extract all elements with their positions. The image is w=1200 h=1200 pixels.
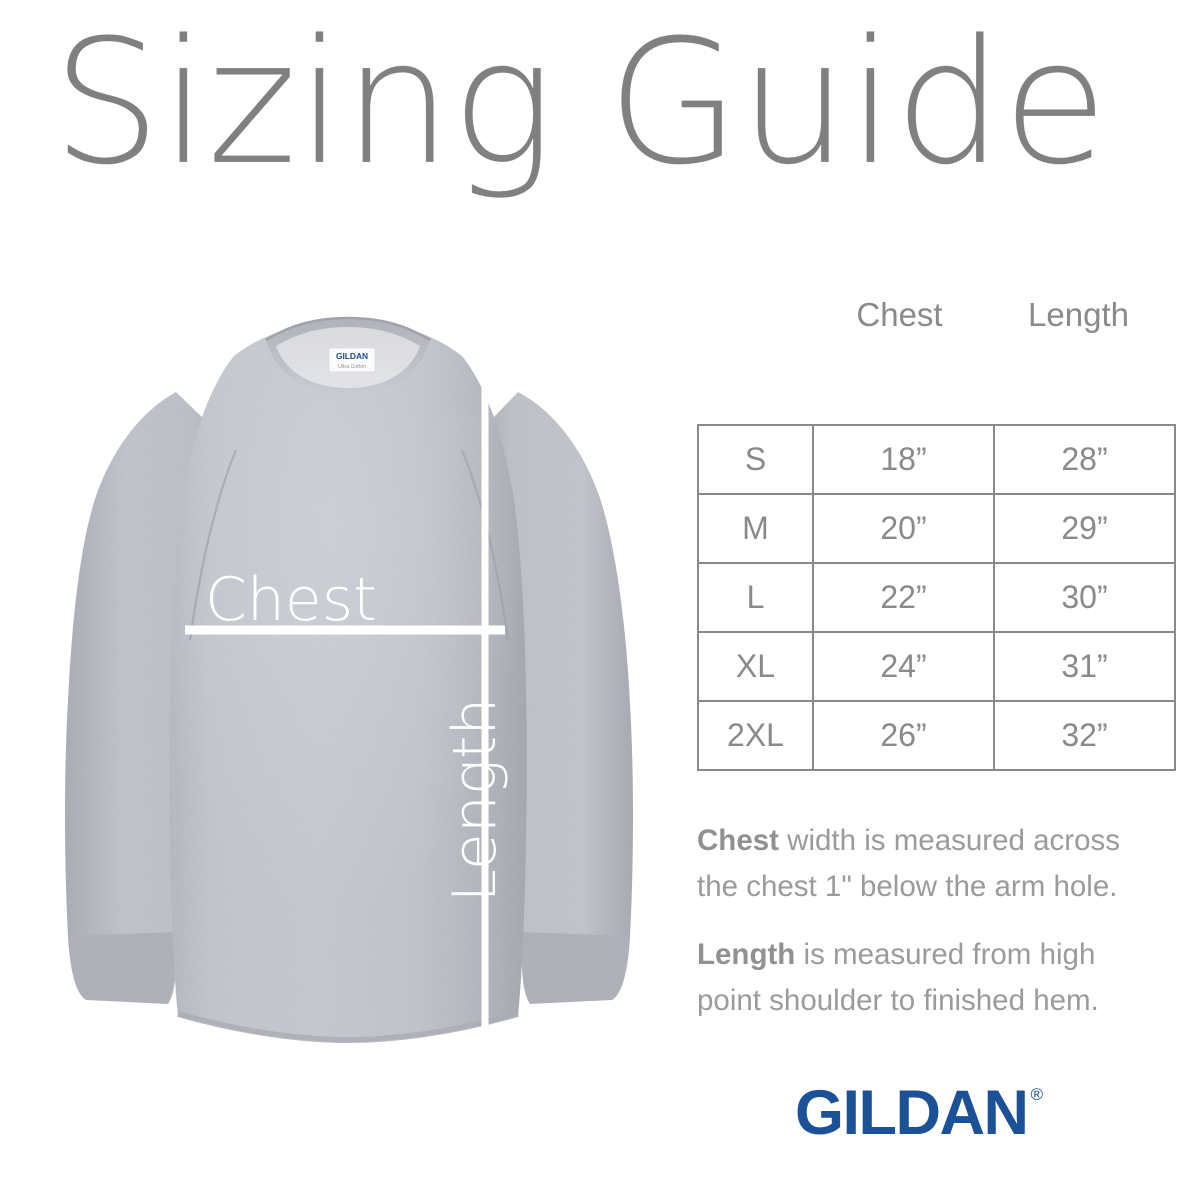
neck-label: GILDAN Ultra Cotton [328, 347, 376, 373]
note-paragraph: Length is measured from high point shoul… [697, 932, 1167, 1024]
gildan-logo: GILDAN ® [795, 1082, 1043, 1145]
cell-chest: 18” [812, 424, 995, 495]
chest-overlay-label: Chest [205, 565, 377, 635]
table-row: XL 24” 31” [697, 631, 1176, 702]
cell-length: 32” [993, 700, 1176, 771]
size-table-body: S 18” 28” M 20” 29” L 22” 30” XL 24” 31” 2XL 26” 32” [697, 424, 1176, 771]
shirt-body-highlight [169, 322, 527, 1042]
cell-length: 31” [993, 631, 1176, 702]
cell-chest: 20” [812, 493, 995, 564]
neck-label-brand: GILDAN [336, 351, 368, 361]
shirt-svg: GILDAN Ultra Cotton [65, 316, 633, 1044]
shirt-left-cuff [68, 932, 177, 1004]
note-text: width is measured across the chest 1" be… [697, 824, 1120, 903]
table-row: S 18” 28” [697, 424, 1176, 495]
right-armhole-seam [460, 449, 510, 641]
cell-size: XL [697, 631, 814, 702]
gildan-wordmark: GILDAN [795, 1078, 1029, 1148]
header-length: Length [1028, 296, 1129, 333]
shirt-collar-edge [265, 316, 431, 342]
cell-size: 2XL [697, 700, 814, 771]
table-column-headers: Chest Length [697, 296, 1168, 334]
cell-chest: 24” [812, 631, 995, 702]
cell-size: M [697, 493, 814, 564]
cell-length: 29” [993, 493, 1176, 564]
table-row: M 20” 29” [697, 493, 1176, 564]
cell-length: 30” [993, 562, 1176, 633]
size-table: S 18” 28” M 20” 29” L 22” 30” XL 24” 31” 2XL 26” 32” [697, 424, 1176, 771]
neck-label-sub: Ultra Cotton [338, 364, 366, 370]
shirt-hem [177, 1011, 519, 1044]
note-lead: Length [697, 938, 796, 971]
shirt-right-cuff [521, 932, 630, 1004]
cell-length: 28” [993, 424, 1176, 495]
note-lead: Chest [697, 824, 779, 857]
header-chest: Chest [856, 296, 943, 333]
left-armhole-seam [188, 449, 238, 641]
table-row: 2XL 26” 32” [697, 700, 1176, 771]
measurement-notes: Chest width is measured across the chest… [697, 818, 1167, 1024]
cell-chest: 26” [812, 700, 995, 771]
page-title: Sizing Guide [52, 2, 1108, 203]
note-paragraph: Chest width is measured across the chest… [697, 818, 1167, 910]
registered-trademark-icon: ® [1030, 1085, 1044, 1104]
cell-chest: 22” [812, 562, 995, 633]
neck-label-tag [328, 347, 376, 373]
shirt-illustration: GILDAN Ultra Cotton [48, 300, 668, 1060]
cell-size: S [697, 424, 814, 495]
header-size [697, 296, 810, 334]
cell-size: L [697, 562, 814, 633]
table-row: L 22” 30” [697, 562, 1176, 633]
length-overlay-label: Length [440, 697, 510, 903]
note-text: is measured from high point shoulder to … [697, 938, 1099, 1017]
